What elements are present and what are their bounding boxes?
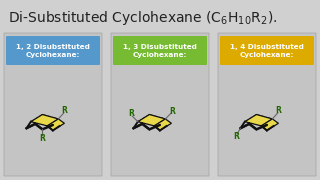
Text: R: R [61,106,67,115]
Text: 1, 4 Disubstituted
Cyclohexane:: 1, 4 Disubstituted Cyclohexane: [230,44,304,57]
Text: R: R [276,106,281,115]
Text: 1, 3 Disubstituted
Cyclohexane:: 1, 3 Disubstituted Cyclohexane: [123,44,197,57]
Polygon shape [31,114,58,126]
Polygon shape [261,119,278,130]
Text: R: R [128,109,134,118]
Polygon shape [138,114,165,126]
FancyBboxPatch shape [218,33,316,176]
FancyBboxPatch shape [4,33,102,176]
FancyBboxPatch shape [6,36,100,65]
Text: R: R [169,107,175,116]
Text: R: R [234,132,240,141]
Polygon shape [154,119,172,130]
Text: R: R [39,134,45,143]
FancyBboxPatch shape [113,36,207,65]
Polygon shape [245,114,272,126]
FancyBboxPatch shape [220,36,314,65]
Text: Di-Substituted Cyclohexane (C$_6$H$_{10}$R$_2$).: Di-Substituted Cyclohexane (C$_6$H$_{10}… [8,9,277,27]
Text: 1, 2 Disubstituted
Cyclohexane:: 1, 2 Disubstituted Cyclohexane: [16,44,90,57]
Polygon shape [47,119,64,130]
FancyBboxPatch shape [111,33,209,176]
